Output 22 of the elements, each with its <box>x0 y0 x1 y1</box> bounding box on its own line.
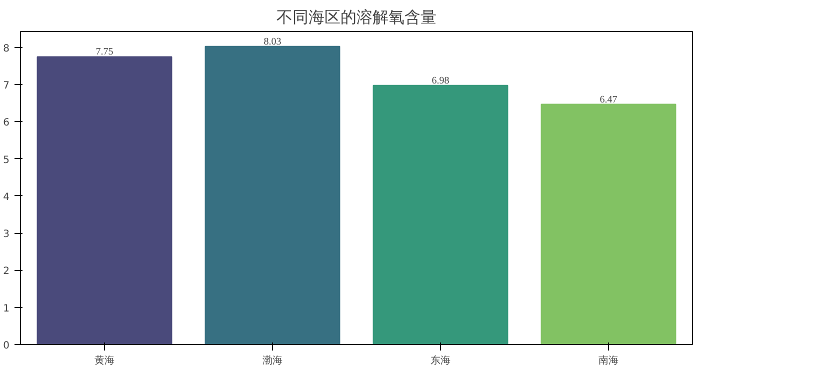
x-tick-label: 黄海 <box>94 354 114 366</box>
y-tick-label: 4 <box>3 192 10 203</box>
bar <box>372 84 508 344</box>
data-label: 6.47 <box>600 94 618 106</box>
x-tick-label: 渤海 <box>262 354 282 366</box>
y-tick-label: 7 <box>3 80 10 92</box>
y-tick-label: 0 <box>3 340 10 352</box>
x-tick-label: 东海 <box>430 354 450 366</box>
y-tick-label: 5 <box>3 154 10 166</box>
y-tick-label: 1 <box>3 303 10 314</box>
bar <box>540 104 676 344</box>
data-label: 7.75 <box>96 46 114 58</box>
data-label: 6.98 <box>432 75 450 86</box>
bar <box>36 56 172 344</box>
y-tick-label: 3 <box>3 229 10 240</box>
y-tick-label: 8 <box>3 43 10 54</box>
chart-title: 不同海区的溶解氧含量 <box>276 8 436 26</box>
y-tick-label: 2 <box>3 266 10 278</box>
data-label: 8.03 <box>264 36 282 48</box>
y-tick-label: 6 <box>3 118 10 129</box>
bar <box>204 46 340 344</box>
x-tick-label: 南海 <box>598 354 618 366</box>
